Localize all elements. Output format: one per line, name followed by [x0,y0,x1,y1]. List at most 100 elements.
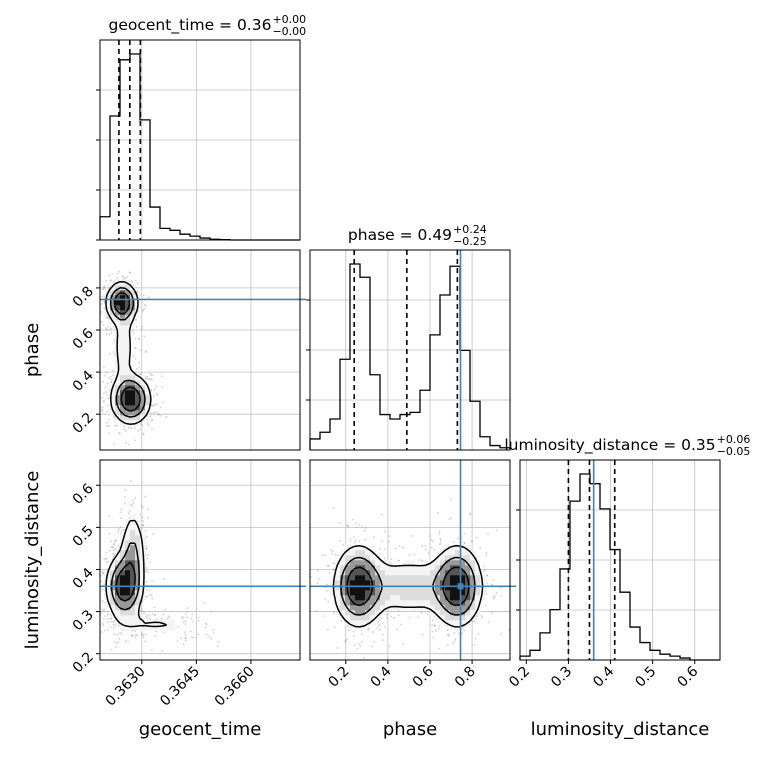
density-cell [445,555,451,561]
density-cell [365,545,371,551]
density-cell [120,585,126,591]
density-cell [130,375,136,381]
density-cell [430,575,436,581]
scatter-point [146,414,149,417]
density-cell [125,535,131,541]
density-cell [120,350,126,356]
scatter-point [114,539,116,542]
density-cell [115,610,121,616]
scatter-point [336,647,339,649]
density-cell [130,525,136,531]
scatter-point [147,378,150,380]
density-cell [125,530,131,536]
density-cell [345,575,351,581]
scatter-point [161,649,164,652]
scatter-point [143,304,146,306]
scatter-point [469,513,472,516]
scatter-point [110,279,113,282]
density-cell [115,585,121,591]
scatter-point [183,631,186,634]
density-cell [460,560,466,566]
scatter-point [344,640,346,643]
density-cell [360,615,366,621]
frame-phase-luminosity_distance [309,459,511,661]
density-cell [130,370,136,376]
frame-phase [309,249,511,451]
x-tick-label-luminosity_distance: 0.6 [675,663,702,690]
density-cell [125,560,131,566]
density-cell [390,605,396,611]
density-cell [385,580,391,586]
scatter-point [438,647,441,650]
scatter-point [112,443,115,445]
density-cell [130,420,136,426]
scatter-point [165,416,168,418]
density-cell [450,595,456,601]
density-cell [475,600,481,606]
scatter-point [112,626,115,629]
scatter-point [332,550,334,552]
density-cell [140,380,146,386]
scatter-point [212,628,215,631]
density-cell [135,400,141,406]
density-cell [385,600,391,606]
scatter-point [141,424,144,427]
scatter-point [101,288,104,291]
scatter-point [402,546,405,549]
density-cell [480,575,486,581]
scatter-point [358,540,361,543]
scatter-point [352,630,355,633]
scatter-point [439,537,442,540]
scatter-point [384,530,386,533]
scatter-point [342,544,344,546]
density-cell [445,580,451,586]
scatter-point [469,512,472,515]
density-cell [440,590,446,596]
density-cell [445,600,451,606]
density-cell [140,560,146,566]
scatter-point [347,629,350,632]
scatter-point [205,633,208,636]
scatter-point [141,325,144,328]
scatter-point [120,508,123,511]
density-cell [105,600,111,606]
scatter-point [130,427,133,430]
scatter-point [140,609,143,612]
scatter-point [143,335,146,338]
scatter-point [151,378,153,381]
scatter-point [152,405,155,408]
scatter-point [145,547,148,550]
histogram-luminosity_distance [519,473,720,661]
scatter-point [184,613,187,615]
density-cell [115,395,121,401]
scatter-point [101,622,104,625]
scatter-point [112,543,115,546]
scatter-point [109,328,112,331]
scatter-point [189,630,192,633]
scatter-point [434,624,437,627]
scatter-point [146,581,148,583]
density-cell [470,575,476,581]
density-cell [140,535,146,541]
scatter-point [124,489,127,491]
density-cell [450,580,456,586]
density-cell [120,580,126,586]
scatter-point [433,549,436,551]
scatter-point [327,628,329,631]
scatter-point [101,303,103,305]
density-cell [135,565,141,571]
scatter-point [327,600,330,603]
scatter-point [157,412,160,415]
density-cell [125,555,131,561]
scatter-point [139,513,142,516]
density-cell [120,625,126,631]
scatter-point [381,633,384,636]
scatter-point [190,617,193,620]
density-cell [430,595,436,601]
density-cell [470,610,476,616]
density-cell [365,580,371,586]
scatter-point [417,559,420,561]
scatter-point [182,616,184,618]
density-cell [335,560,341,566]
scatter-point [116,424,119,427]
